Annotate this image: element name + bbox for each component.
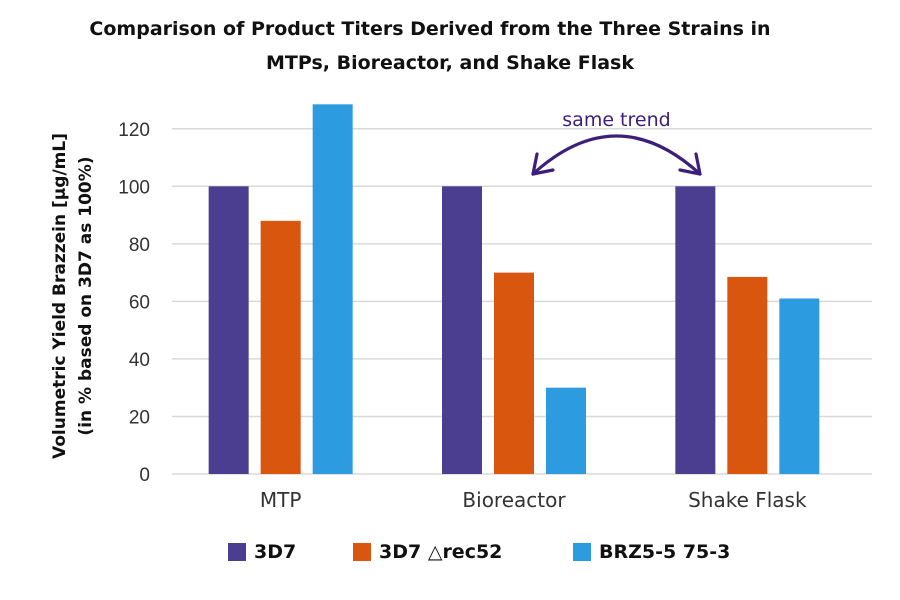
legend-swatch bbox=[353, 543, 371, 561]
bar-3d7-mtp bbox=[208, 186, 249, 475]
legend-item: BRZ5-5 75-3 bbox=[573, 541, 730, 563]
same-trend-annotation: same trend bbox=[531, 109, 702, 176]
x-tick-label: Bioreactor bbox=[462, 488, 566, 512]
y-tick-label: 40 bbox=[129, 350, 150, 371]
y-tick-label: 80 bbox=[129, 235, 150, 256]
bars bbox=[208, 104, 820, 475]
bar-chart: 0 20 40 60 80 100 120 MTP Bioreactor Shake Flask… bbox=[118, 104, 872, 512]
bar-3d7-bioreactor bbox=[442, 186, 482, 475]
legend: 3D7 3D7 △rec52 BRZ5-5 75-3 bbox=[0, 541, 900, 571]
same-trend-label: same trend bbox=[562, 109, 670, 131]
y-tick-label: 0 bbox=[139, 465, 150, 486]
chart-title-line-2: MTPs, Bioreactor, and Shake Flask bbox=[265, 52, 634, 74]
arrowhead-left bbox=[531, 152, 555, 176]
chart-title-line-1: Comparison of Product Titers Derived fro… bbox=[89, 18, 771, 40]
bar-brz5-5-75-3-shake-flask bbox=[779, 298, 820, 474]
y-tick-label: 20 bbox=[129, 407, 150, 428]
legend-item: 3D7 bbox=[228, 541, 296, 563]
y-tick-labels: 0 20 40 60 80 100 120 bbox=[118, 120, 150, 486]
bar-3d7-rec52-shake-flask bbox=[727, 276, 768, 474]
y-tick-label: 60 bbox=[129, 292, 150, 313]
bar-3d7-rec52-mtp bbox=[260, 220, 301, 474]
legend-swatch bbox=[573, 543, 591, 561]
legend-item: 3D7 △rec52 bbox=[353, 541, 502, 563]
bar-3d7-shake-flask bbox=[675, 186, 716, 475]
arrowhead-right bbox=[678, 152, 702, 176]
legend-label: 3D7 △rec52 bbox=[379, 541, 503, 563]
x-tick-label: MTP bbox=[260, 488, 302, 512]
bar-brz5-5-75-3-mtp bbox=[312, 104, 353, 475]
bar-3d7-rec52-bioreactor bbox=[494, 272, 534, 474]
legend-swatch bbox=[228, 543, 246, 561]
bar-brz5-5-75-3-bioreactor bbox=[546, 387, 586, 474]
legend-label: BRZ5-5 75-3 bbox=[599, 541, 731, 563]
y-tick-label: 120 bbox=[118, 120, 150, 141]
same-trend-arrow bbox=[531, 134, 702, 176]
x-tick-label: Shake Flask bbox=[688, 488, 807, 512]
y-tick-label: 100 bbox=[118, 177, 150, 198]
x-tick-labels: MTP Bioreactor Shake Flask bbox=[260, 488, 807, 512]
legend-label: 3D7 bbox=[254, 541, 297, 563]
